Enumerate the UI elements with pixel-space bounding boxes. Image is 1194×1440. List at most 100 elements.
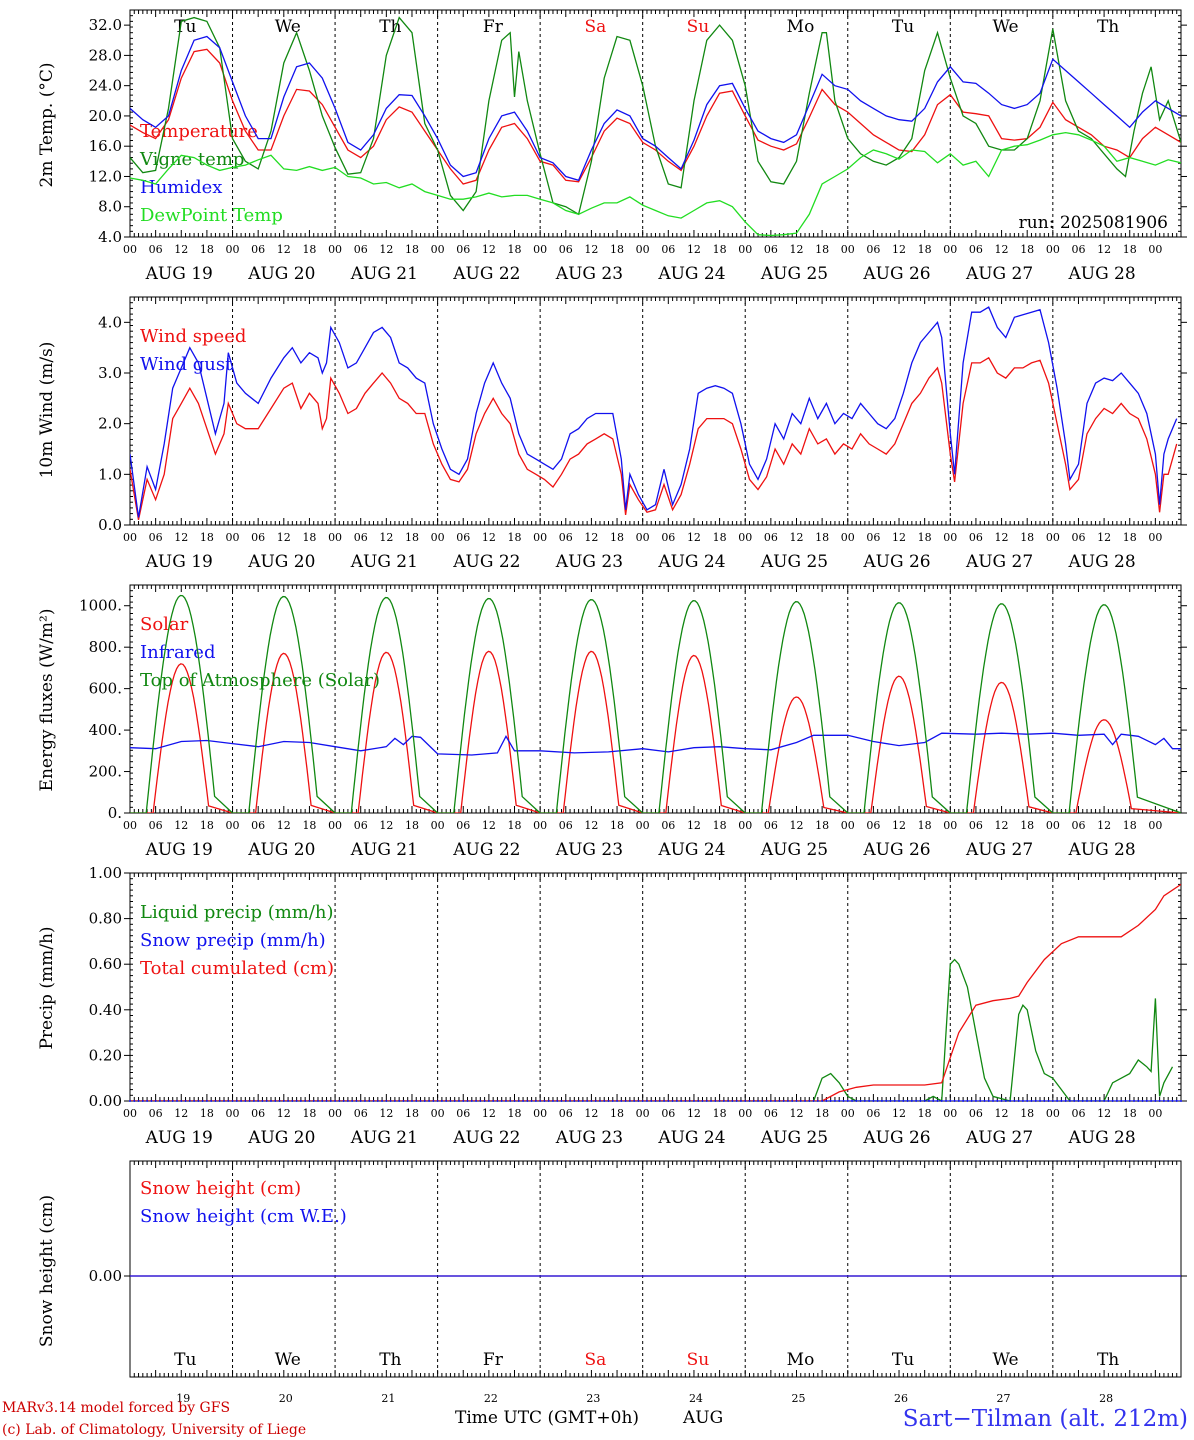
hour-tick-label: 12 bbox=[1097, 531, 1111, 544]
hour-tick-label: 18 bbox=[713, 243, 727, 256]
snow-precip-marker bbox=[842, 1100, 845, 1102]
hour-tick-label: 12 bbox=[379, 243, 393, 256]
hour-tick-label: 00 bbox=[431, 819, 445, 832]
hour-tick-label: 12 bbox=[1097, 1107, 1111, 1120]
hour-tick-label: 12 bbox=[687, 243, 701, 256]
hour-tick-label: 06 bbox=[251, 243, 265, 256]
date-label: AUG 22 bbox=[452, 552, 520, 572]
day-of-week-label: Fr bbox=[483, 17, 504, 37]
snow-precip-marker bbox=[479, 1100, 482, 1102]
hour-tick-label: 12 bbox=[995, 819, 1009, 832]
hour-tick-label: 06 bbox=[661, 531, 675, 544]
hour-tick-label: 18 bbox=[713, 819, 727, 832]
snow-precip-marker bbox=[757, 1100, 760, 1102]
snow-precip-marker bbox=[308, 1100, 311, 1102]
snow-precip-marker bbox=[509, 1100, 512, 1102]
snow-precip-marker bbox=[274, 1100, 277, 1102]
hour-tick-label: 18 bbox=[405, 531, 419, 544]
snow-precip-marker bbox=[923, 1100, 926, 1102]
snow-precip-marker bbox=[594, 1100, 597, 1102]
snow-precip-marker bbox=[163, 1100, 166, 1102]
date-label: AUG 21 bbox=[350, 552, 418, 572]
hour-tick-label: 06 bbox=[866, 819, 880, 832]
series-line-solar bbox=[130, 650, 1181, 813]
snow-precip-marker bbox=[663, 1100, 666, 1102]
snow-precip-marker bbox=[1103, 1100, 1106, 1102]
hour-tick-label: 12 bbox=[789, 243, 803, 256]
hour-tick-label: 06 bbox=[456, 1107, 470, 1120]
date-label: AUG 26 bbox=[862, 264, 930, 284]
date-label: AUG 19 bbox=[145, 1128, 213, 1148]
snow-precip-marker bbox=[436, 1100, 439, 1102]
snow-precip-marker bbox=[457, 1100, 460, 1102]
snow-precip-marker bbox=[970, 1100, 973, 1102]
hour-tick-label: 12 bbox=[482, 1107, 496, 1120]
date-label: AUG 21 bbox=[350, 840, 418, 860]
hour-tick-label: 12 bbox=[687, 1107, 701, 1120]
hour-tick-label: 12 bbox=[1097, 819, 1111, 832]
snow-precip-marker bbox=[936, 1100, 939, 1102]
hour-tick-label: 12 bbox=[687, 819, 701, 832]
series-line-top-of-atmosphere-solar- bbox=[130, 594, 1181, 813]
hour-tick-label: 18 bbox=[1020, 1107, 1034, 1120]
hour-tick-label: 12 bbox=[277, 819, 291, 832]
hour-tick-label: 00 bbox=[1046, 531, 1060, 544]
snow-precip-marker bbox=[893, 1100, 896, 1102]
snow-precip-marker bbox=[389, 1100, 392, 1102]
hour-tick-label: 00 bbox=[123, 1107, 137, 1120]
hour-tick-label: 18 bbox=[1020, 819, 1034, 832]
snow-precip-marker bbox=[987, 1100, 990, 1102]
legend-entry: Temperature bbox=[140, 121, 258, 142]
snow-precip-marker bbox=[616, 1100, 619, 1102]
snow-precip-marker bbox=[915, 1100, 918, 1102]
series-line-vigne-temp bbox=[130, 16, 1181, 216]
y-tick-label: 400. bbox=[89, 721, 122, 739]
snow-precip-marker bbox=[282, 1100, 285, 1102]
snow-precip-marker bbox=[235, 1100, 238, 1102]
legend-entry: Infrared bbox=[140, 642, 215, 663]
series-line-humidex bbox=[130, 35, 1181, 182]
date-label: AUG 27 bbox=[965, 552, 1033, 572]
snow-precip-marker bbox=[359, 1100, 362, 1102]
snow-precip-marker bbox=[137, 1100, 140, 1102]
hour-tick-label: 00 bbox=[226, 819, 240, 832]
hour-tick-label: 12 bbox=[174, 243, 188, 256]
snow-precip-marker bbox=[573, 1100, 576, 1102]
snow-precip-marker bbox=[205, 1100, 208, 1102]
date-label: AUG 24 bbox=[657, 552, 725, 572]
hour-tick-label: 00 bbox=[841, 531, 855, 544]
snow-precip-marker bbox=[902, 1100, 905, 1102]
y-tick-label: 28.0 bbox=[89, 46, 122, 64]
hour-tick-label: 00 bbox=[943, 531, 957, 544]
y-tick-label: 8.0 bbox=[98, 198, 122, 216]
hour-tick-label: 06 bbox=[764, 819, 778, 832]
snow-precip-marker bbox=[1077, 1100, 1080, 1102]
snow-precip-marker bbox=[650, 1100, 653, 1102]
hour-tick-label: 06 bbox=[559, 531, 573, 544]
panel-4: 0.00 0.20 0.40 0.60 0.80 1.00 Precip (mm/h) 00 0… bbox=[37, 864, 1187, 1148]
snow-precip-marker bbox=[513, 1100, 516, 1102]
legend-entry: Wind gust bbox=[140, 354, 233, 375]
hour-tick-label: 06 bbox=[1071, 819, 1085, 832]
y-axis-label: Energy fluxes (W/m²) bbox=[37, 609, 57, 792]
date-label: AUG 24 bbox=[657, 840, 725, 860]
hour-tick-label: 06 bbox=[969, 819, 983, 832]
series-line-liquid-precip-mm-h- bbox=[130, 958, 1174, 1101]
snow-precip-marker bbox=[218, 1100, 221, 1102]
snow-precip-marker bbox=[543, 1100, 546, 1102]
snow-precip-marker bbox=[393, 1100, 396, 1102]
hour-tick-label: 18 bbox=[302, 531, 316, 544]
snow-precip-marker bbox=[1021, 1100, 1024, 1102]
legend-entry: Vigne temp bbox=[139, 149, 244, 170]
date-label: AUG 28 bbox=[1067, 840, 1135, 860]
hour-tick-label: 00 bbox=[328, 1107, 342, 1120]
snow-precip-marker bbox=[1013, 1100, 1016, 1102]
snow-precip-marker bbox=[363, 1100, 366, 1102]
hour-tick-label: 00 bbox=[1046, 1107, 1060, 1120]
snow-precip-marker bbox=[547, 1100, 550, 1102]
snow-precip-marker bbox=[611, 1100, 614, 1102]
hour-tick-label: 12 bbox=[995, 243, 1009, 256]
snow-precip-marker bbox=[269, 1100, 272, 1102]
snow-precip-marker bbox=[829, 1100, 832, 1102]
